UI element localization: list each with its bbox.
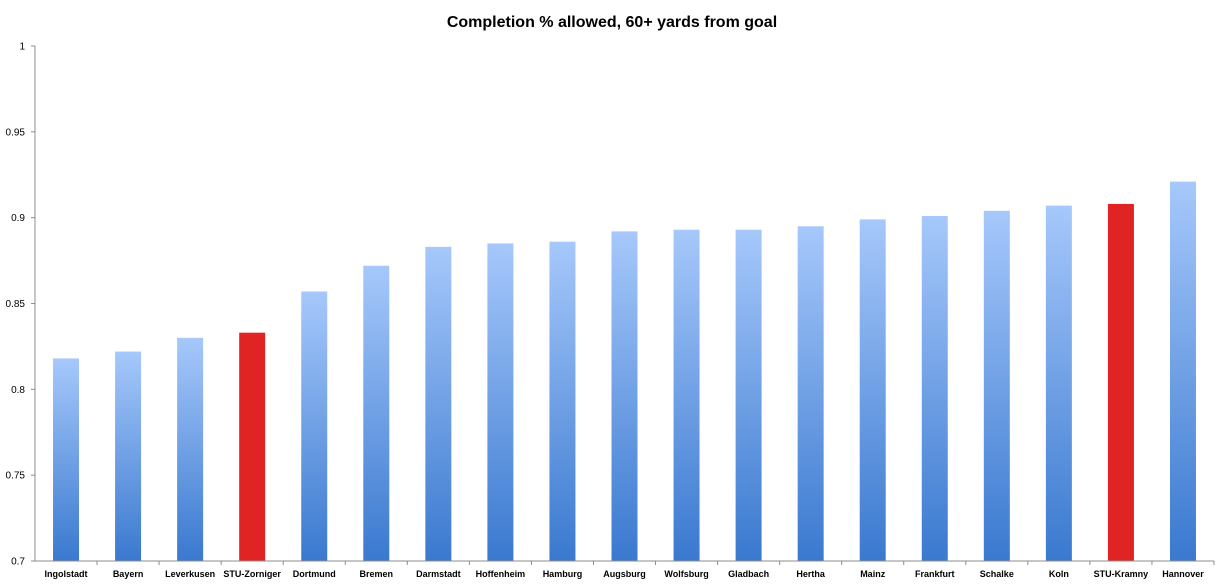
bar-augsburg bbox=[611, 231, 638, 561]
x-tick-label: Wolfsburg bbox=[664, 569, 708, 579]
x-tick-label: Frankfurt bbox=[915, 569, 955, 579]
x-tick-label: STU-Zorniger bbox=[223, 569, 281, 579]
x-tick-label: Bayern bbox=[113, 569, 144, 579]
bar-frankfurt bbox=[921, 215, 948, 561]
bar-wolfsburg bbox=[673, 229, 700, 561]
y-tick-label: 0.95 bbox=[6, 127, 26, 138]
x-tick-label: Ingolstadt bbox=[45, 569, 88, 579]
x-tick-label: Hertha bbox=[796, 569, 826, 579]
x-tick-label: Dortmund bbox=[293, 569, 336, 579]
x-tick-label: Darmstadt bbox=[416, 569, 461, 579]
bar-darmstadt bbox=[425, 246, 452, 561]
bar-leverkusen bbox=[177, 337, 204, 561]
x-tick-label: Hamburg bbox=[543, 569, 583, 579]
bar-schalke bbox=[983, 210, 1010, 562]
y-tick-label: 0.9 bbox=[11, 213, 25, 224]
bar-stu-zorniger bbox=[239, 332, 266, 561]
bar-hoffenheim bbox=[487, 243, 514, 561]
x-tick-label: Gladbach bbox=[728, 569, 769, 579]
x-tick-label: STU-Kramny bbox=[1094, 569, 1149, 579]
bar-bayern bbox=[115, 351, 142, 561]
bar-mainz bbox=[859, 219, 886, 561]
bar-koln bbox=[1045, 205, 1072, 561]
bar-stu-kramny bbox=[1107, 203, 1134, 561]
chart-title: Completion % allowed, 60+ yards from goa… bbox=[447, 14, 777, 31]
x-tick-label: Augsburg bbox=[603, 569, 646, 579]
y-tick-label: 0.7 bbox=[11, 557, 25, 568]
y-tick-label: 1 bbox=[19, 42, 25, 53]
x-tick-label: Hannover bbox=[1162, 569, 1204, 579]
x-tick-label: Leverkusen bbox=[165, 569, 215, 579]
bars-group bbox=[53, 181, 1196, 562]
x-tick-label: Mainz bbox=[860, 569, 886, 579]
x-tick-label: Koln bbox=[1049, 569, 1069, 579]
y-tick-group: 0.7 0.75 0.8 0.85 0.9 0.95 1 bbox=[6, 42, 35, 568]
bar-hannover bbox=[1169, 181, 1196, 561]
x-tick-label: Hoffenheim bbox=[476, 569, 526, 579]
x-tick-group: Ingolstadt Bayern Leverkusen STU-Zorniger Do… bbox=[45, 561, 1215, 579]
bar-dortmund bbox=[301, 291, 328, 561]
x-tick-label: Schalke bbox=[980, 569, 1014, 579]
bar-ingolstadt bbox=[53, 358, 80, 561]
bar-bremen bbox=[363, 265, 390, 561]
bar-hamburg bbox=[549, 241, 576, 561]
bar-hertha bbox=[797, 226, 824, 561]
y-tick-label: 0.8 bbox=[11, 385, 25, 396]
bar-gladbach bbox=[735, 229, 762, 561]
y-tick-label: 0.85 bbox=[6, 299, 26, 310]
y-tick-label: 0.75 bbox=[6, 471, 26, 482]
x-tick-label: Bremen bbox=[360, 569, 394, 579]
